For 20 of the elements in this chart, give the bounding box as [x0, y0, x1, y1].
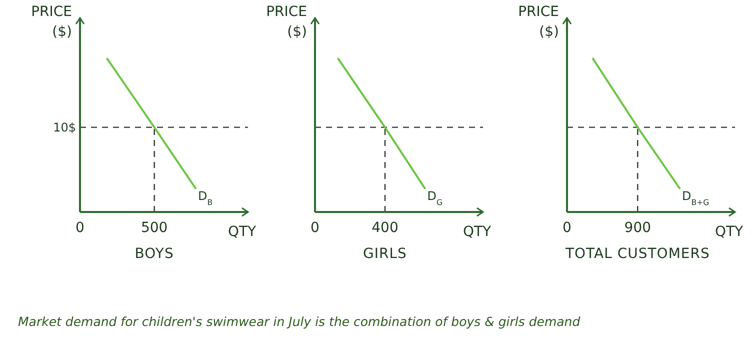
x-tick-label: 0 — [76, 220, 84, 236]
text: 10$ — [53, 120, 76, 134]
x-tick-label: 0 — [310, 220, 320, 236]
x-axis-title: QTY — [228, 224, 257, 240]
text: Market demand for children's swimwear in July is the combination of boys & girls demand — [18, 314, 580, 329]
x-tick-label: 400 — [372, 220, 398, 236]
x-tick-label: 900 — [624, 220, 652, 236]
series-label: D$_{G}$ — [427, 188, 443, 206]
x-tick-label: 500 — [140, 220, 168, 236]
series-label: D$_{B}$ — [198, 188, 213, 206]
text: TOTAL CUSTOMERS — [564, 246, 710, 262]
x-axis-title: QTY — [714, 224, 744, 240]
y-axis-title: PRICE ($) — [31, 4, 72, 40]
y-axis-title: PRICE ($) — [266, 4, 307, 40]
y-axis-title: PRICE ($) — [518, 4, 559, 40]
text: BOYS — [134, 246, 174, 262]
text: GIRLS — [363, 246, 407, 262]
series-label: D$_{B+G}$ — [682, 188, 710, 206]
x-tick-label: 0 — [562, 220, 572, 236]
x-axis-title: QTY — [462, 224, 492, 240]
